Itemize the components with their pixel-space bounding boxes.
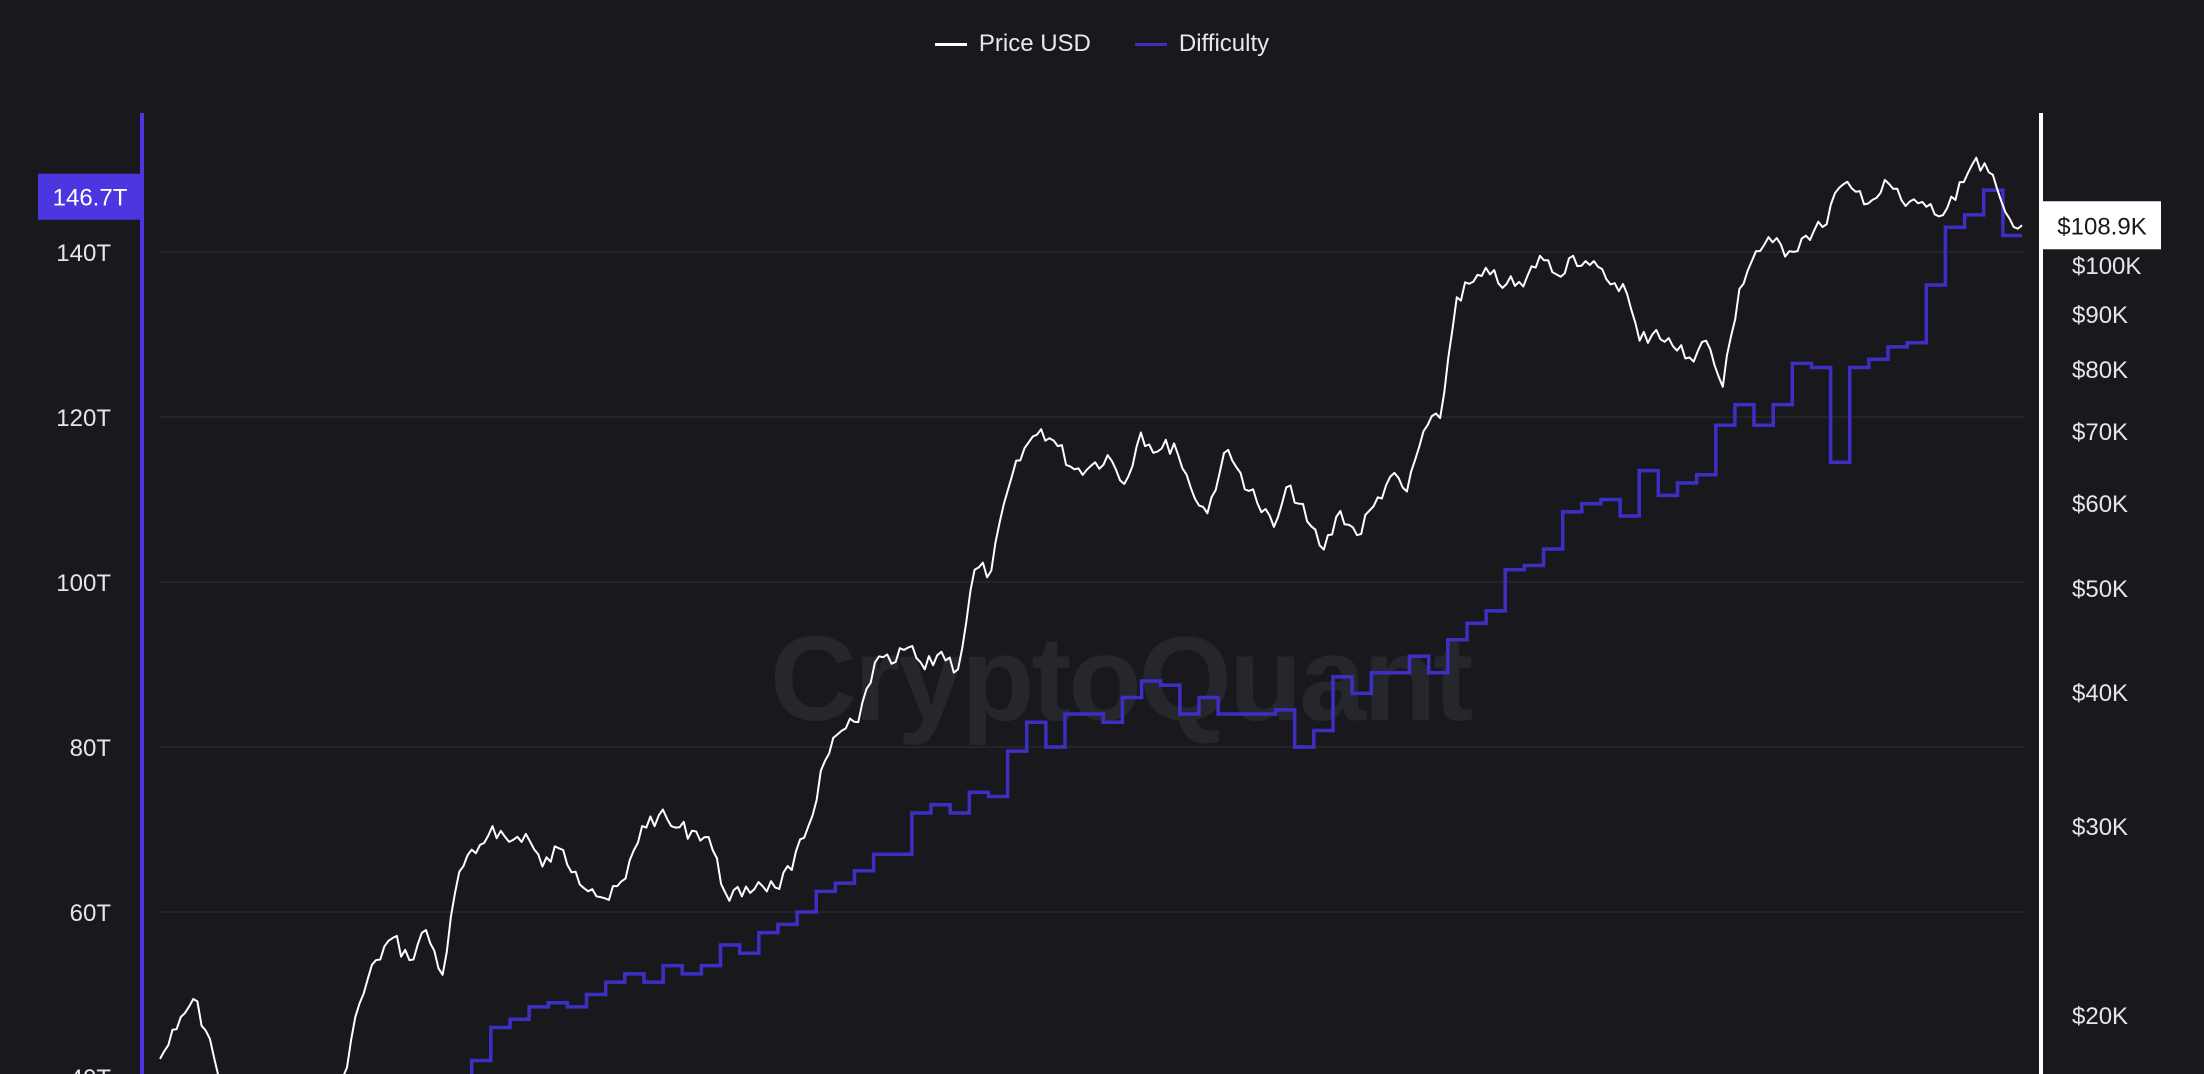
right-axis-tick-label: $70K <box>2072 419 2128 446</box>
left-axis-tick-label: 100T <box>56 570 111 597</box>
legend-label-price: Price USD <box>978 30 1091 57</box>
left-axis-tick-label: 140T <box>56 240 111 267</box>
legend-item-price[interactable]: Price USD <box>934 30 1091 58</box>
price-series-line <box>159 156 2023 1074</box>
right-axis-tick-label: $90K <box>2072 302 2128 329</box>
right-axis-tick-label: $100K <box>2072 253 2141 280</box>
legend-label-difficulty: Difficulty <box>1178 30 1270 57</box>
price-current-badge <box>2043 201 2161 250</box>
difficulty-current-badge <box>38 173 142 220</box>
legend-item-difficulty[interactable]: Difficulty <box>1134 30 1270 58</box>
left-axis-tick-label: 120T <box>56 405 111 432</box>
difficulty-current-label: 146.7T <box>53 185 128 212</box>
right-axis-tick-label: $50K <box>2072 576 2128 603</box>
left-axis-tick-label: 40T <box>70 1065 112 1074</box>
left-axis-tick-label: 60T <box>70 900 112 927</box>
legend-swatch-difficulty <box>1134 42 1167 46</box>
right-axis-tick-label: $60K <box>2072 491 2128 518</box>
right-axis-tick-label: $30K <box>2072 814 2128 841</box>
difficulty-series-line <box>469 188 2022 1074</box>
right-axis-tick-label: $80K <box>2072 357 2128 384</box>
legend-swatch-price <box>934 42 967 46</box>
chart-legend: Price USD Difficulty <box>0 30 2204 58</box>
price-current-label: $108.9K <box>2057 213 2146 240</box>
right-axis-tick-label: $40K <box>2072 680 2128 707</box>
right-axis-tick-label: $20K <box>2072 1003 2128 1030</box>
left-axis-tick-label: 80T <box>70 735 112 762</box>
